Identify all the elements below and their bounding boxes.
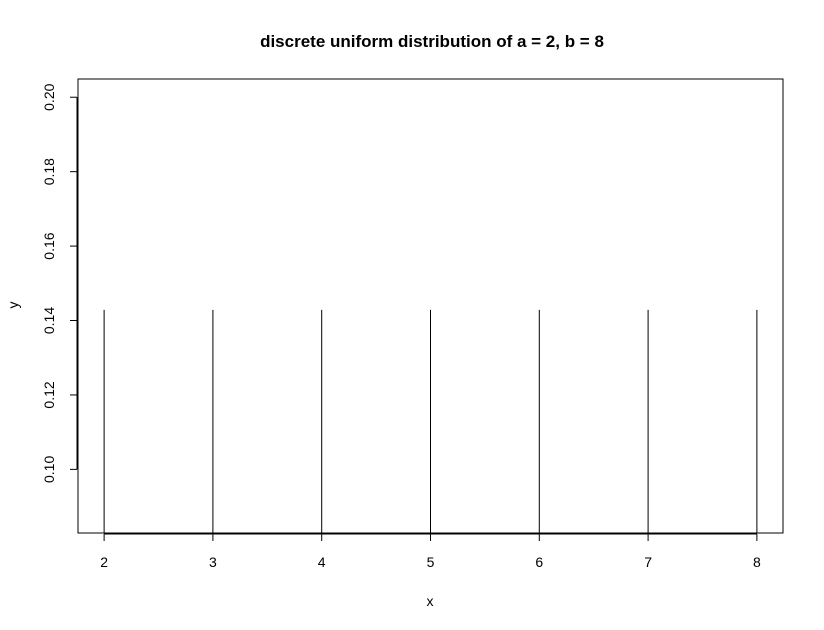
x-tick-label-7: 7 [644,554,652,570]
x-tick-label-5: 5 [427,554,435,570]
y-tick-label-0.14: 0.14 [41,307,57,334]
y-tick-label-0.10: 0.10 [41,456,57,483]
x-tick-label-3: 3 [209,554,217,570]
data-marks [103,309,758,533]
x-axis-label: x [427,593,434,609]
x-axis: 2 3 4 5 6 7 8 [100,533,761,570]
y-axis: 0.10 0.12 0.14 0.16 0.18 0.20 [41,83,78,483]
y-tick-label-0.18: 0.18 [41,158,57,185]
y-tick-label-0.12: 0.12 [41,381,57,408]
y-tick-label-0.20: 0.20 [41,83,57,110]
chart-title: discrete uniform distribution of a = 2, … [260,32,604,51]
x-tick-label-4: 4 [318,554,326,570]
x-tick-label-6: 6 [535,554,543,570]
y-tick-label-0.16: 0.16 [41,232,57,259]
x-tick-label-8: 8 [753,554,761,570]
x-tick-label-2: 2 [100,554,108,570]
y-axis-label: y [5,302,21,309]
